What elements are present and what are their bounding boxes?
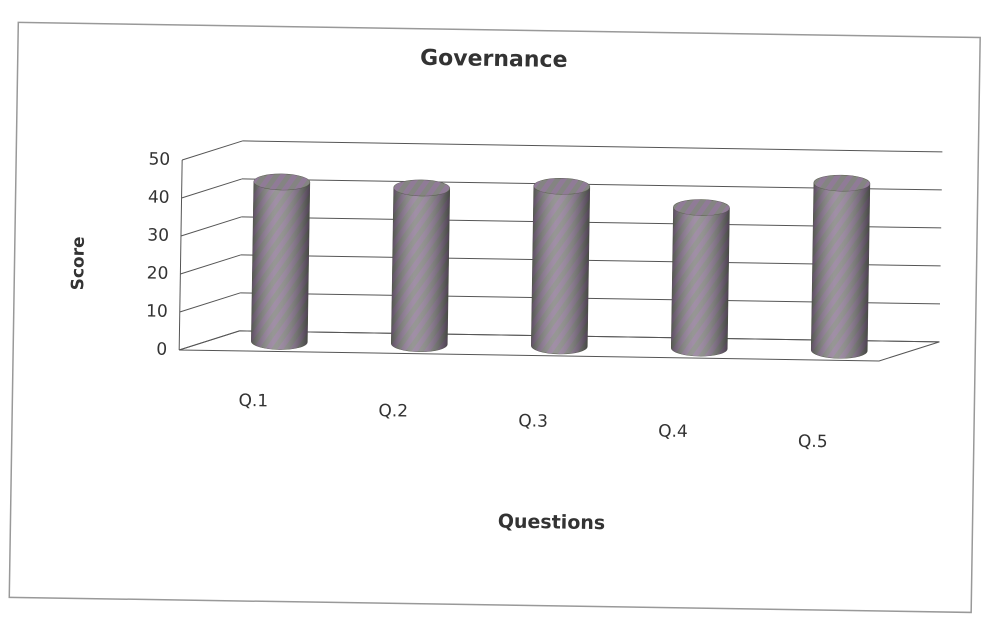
bar-top-pattern (673, 199, 730, 216)
y-tick-label: 0 (156, 340, 167, 360)
bar-top-pattern (533, 178, 590, 195)
x-tick-label: Q.1 (238, 391, 268, 411)
y-axis (178, 159, 183, 350)
y-axis-title: Score (68, 236, 89, 290)
grid-line (242, 140, 943, 153)
bar-shade (811, 182, 870, 359)
x-tick-label: Q.4 (658, 422, 688, 442)
grid-line-side (180, 254, 241, 275)
x-axis-title: Questions (498, 510, 606, 534)
chart-border (8, 21, 981, 614)
bar-shade (671, 207, 730, 357)
bar-shade (531, 185, 590, 354)
bar-top-pattern (253, 173, 310, 190)
y-tick-label: 30 (147, 225, 169, 245)
y-tick-label: 40 (148, 187, 170, 207)
bar-shade (391, 187, 450, 352)
x-tick-label: Q.3 (518, 411, 548, 431)
chart-title: Governance (420, 46, 568, 73)
y-tick-label: 50 (148, 149, 170, 169)
y-tick-label: 20 (147, 263, 169, 283)
bar-top-pattern (393, 179, 450, 196)
grid-line-side (179, 330, 240, 351)
bar-shade (251, 181, 310, 350)
grid-line-side (182, 140, 243, 161)
bar-top-pattern (813, 175, 870, 192)
grid-line-side (181, 178, 243, 199)
grid-line-side (180, 216, 242, 237)
chart-frame: Governance Score Questions 0 10 20 30 40 50 Q.… (8, 21, 981, 614)
x-tick-label: Q.2 (378, 401, 408, 421)
grid-line-side (179, 292, 241, 313)
x-tick-label: Q.5 (798, 432, 828, 452)
y-tick-label: 10 (146, 301, 168, 321)
